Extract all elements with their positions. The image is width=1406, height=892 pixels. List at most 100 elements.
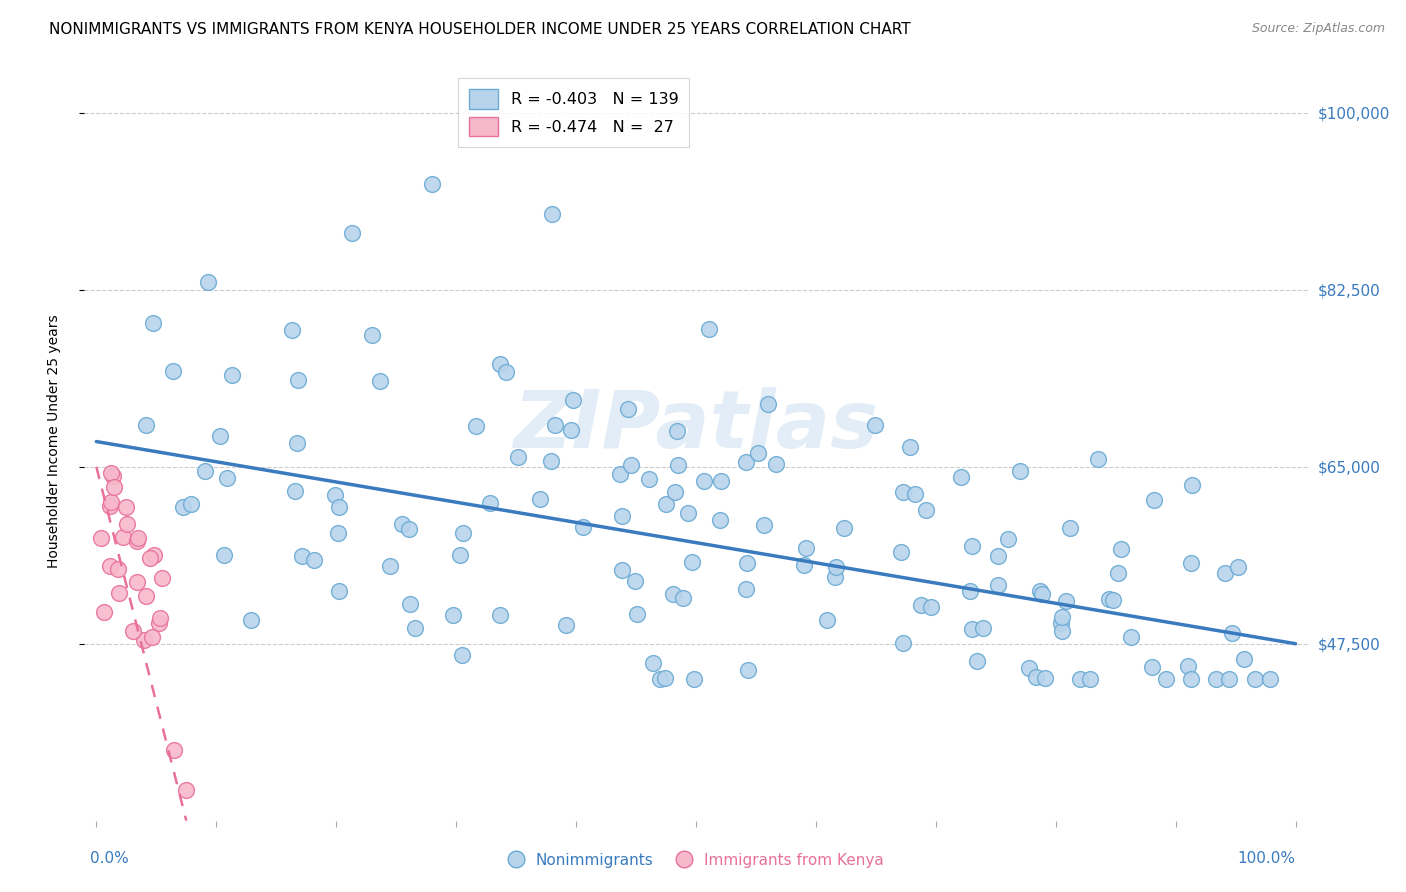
Point [1220,626,1243,640]
Point [239,613,262,627]
Point [1218,672,1240,686]
Point [217,471,239,485]
Point [966,654,988,668]
Point [683,672,706,686]
Point [626,607,648,621]
Point [562,392,585,407]
Point [672,591,695,605]
Point [824,560,846,574]
Point [451,525,474,540]
Point [100,494,122,508]
Point [734,582,756,596]
Point [148,616,170,631]
Point [328,584,350,599]
Point [174,783,197,797]
Point [103,469,125,483]
Point [666,458,689,473]
Point [920,599,942,614]
Point [710,474,733,488]
Point [1227,560,1250,574]
Point [1233,652,1256,666]
Point [1180,556,1202,570]
Point [391,517,413,532]
Point [962,622,984,636]
Point [378,558,401,573]
Point [1054,594,1077,608]
Point [737,663,759,677]
Text: ZIPatlas: ZIPatlas [513,387,879,466]
Point [959,584,981,599]
Point [735,556,758,570]
Point [610,563,633,577]
Point [1180,478,1202,492]
Point [100,466,122,480]
Point [1018,661,1040,675]
Point [765,458,787,472]
Point [650,672,672,686]
Point [135,417,157,432]
Point [1102,593,1125,607]
Point [540,453,562,467]
Point [115,517,138,532]
Point [172,500,194,514]
Point [108,586,131,600]
Text: 0.0%: 0.0% [90,851,129,866]
Point [488,357,510,371]
Point [143,548,166,562]
Point [115,500,138,515]
Point [676,506,699,520]
Point [903,487,925,501]
Point [1025,670,1047,684]
Point [479,495,502,509]
Point [641,657,664,671]
Point [544,417,567,432]
Point [360,327,382,342]
Point [824,570,846,584]
Point [898,440,921,454]
Point [368,374,391,388]
Point [610,509,633,524]
Point [1050,624,1073,639]
Point [972,621,994,635]
Point [285,436,308,450]
Point [619,458,641,473]
Point [194,464,217,478]
Point [132,633,155,648]
Point [1087,451,1109,466]
Point [135,589,157,603]
Point [127,531,149,545]
Point [915,502,938,516]
Point [529,492,551,507]
Point [681,555,703,569]
Point [449,549,471,563]
Point [287,373,309,387]
Point [1119,631,1142,645]
Point [666,424,689,438]
Point [997,533,1019,547]
Point [163,743,186,757]
Point [281,323,304,337]
Point [180,497,202,511]
Point [986,549,1008,563]
Point [1069,672,1091,686]
Point [127,575,149,590]
Point [212,548,235,562]
Point [340,226,363,240]
Point [404,621,426,635]
Point [1050,610,1073,624]
Point [863,418,886,433]
Point [891,485,914,500]
Point [1078,672,1101,686]
Point [323,488,346,502]
Point [735,455,758,469]
Point [1180,672,1202,686]
Text: 100.0%: 100.0% [1237,851,1295,866]
Point [103,480,125,494]
Point [489,607,512,622]
Point [1205,672,1227,686]
Point [98,558,121,573]
Point [541,207,564,221]
Point [1177,659,1199,673]
Point [1244,672,1267,686]
Point [209,428,232,442]
